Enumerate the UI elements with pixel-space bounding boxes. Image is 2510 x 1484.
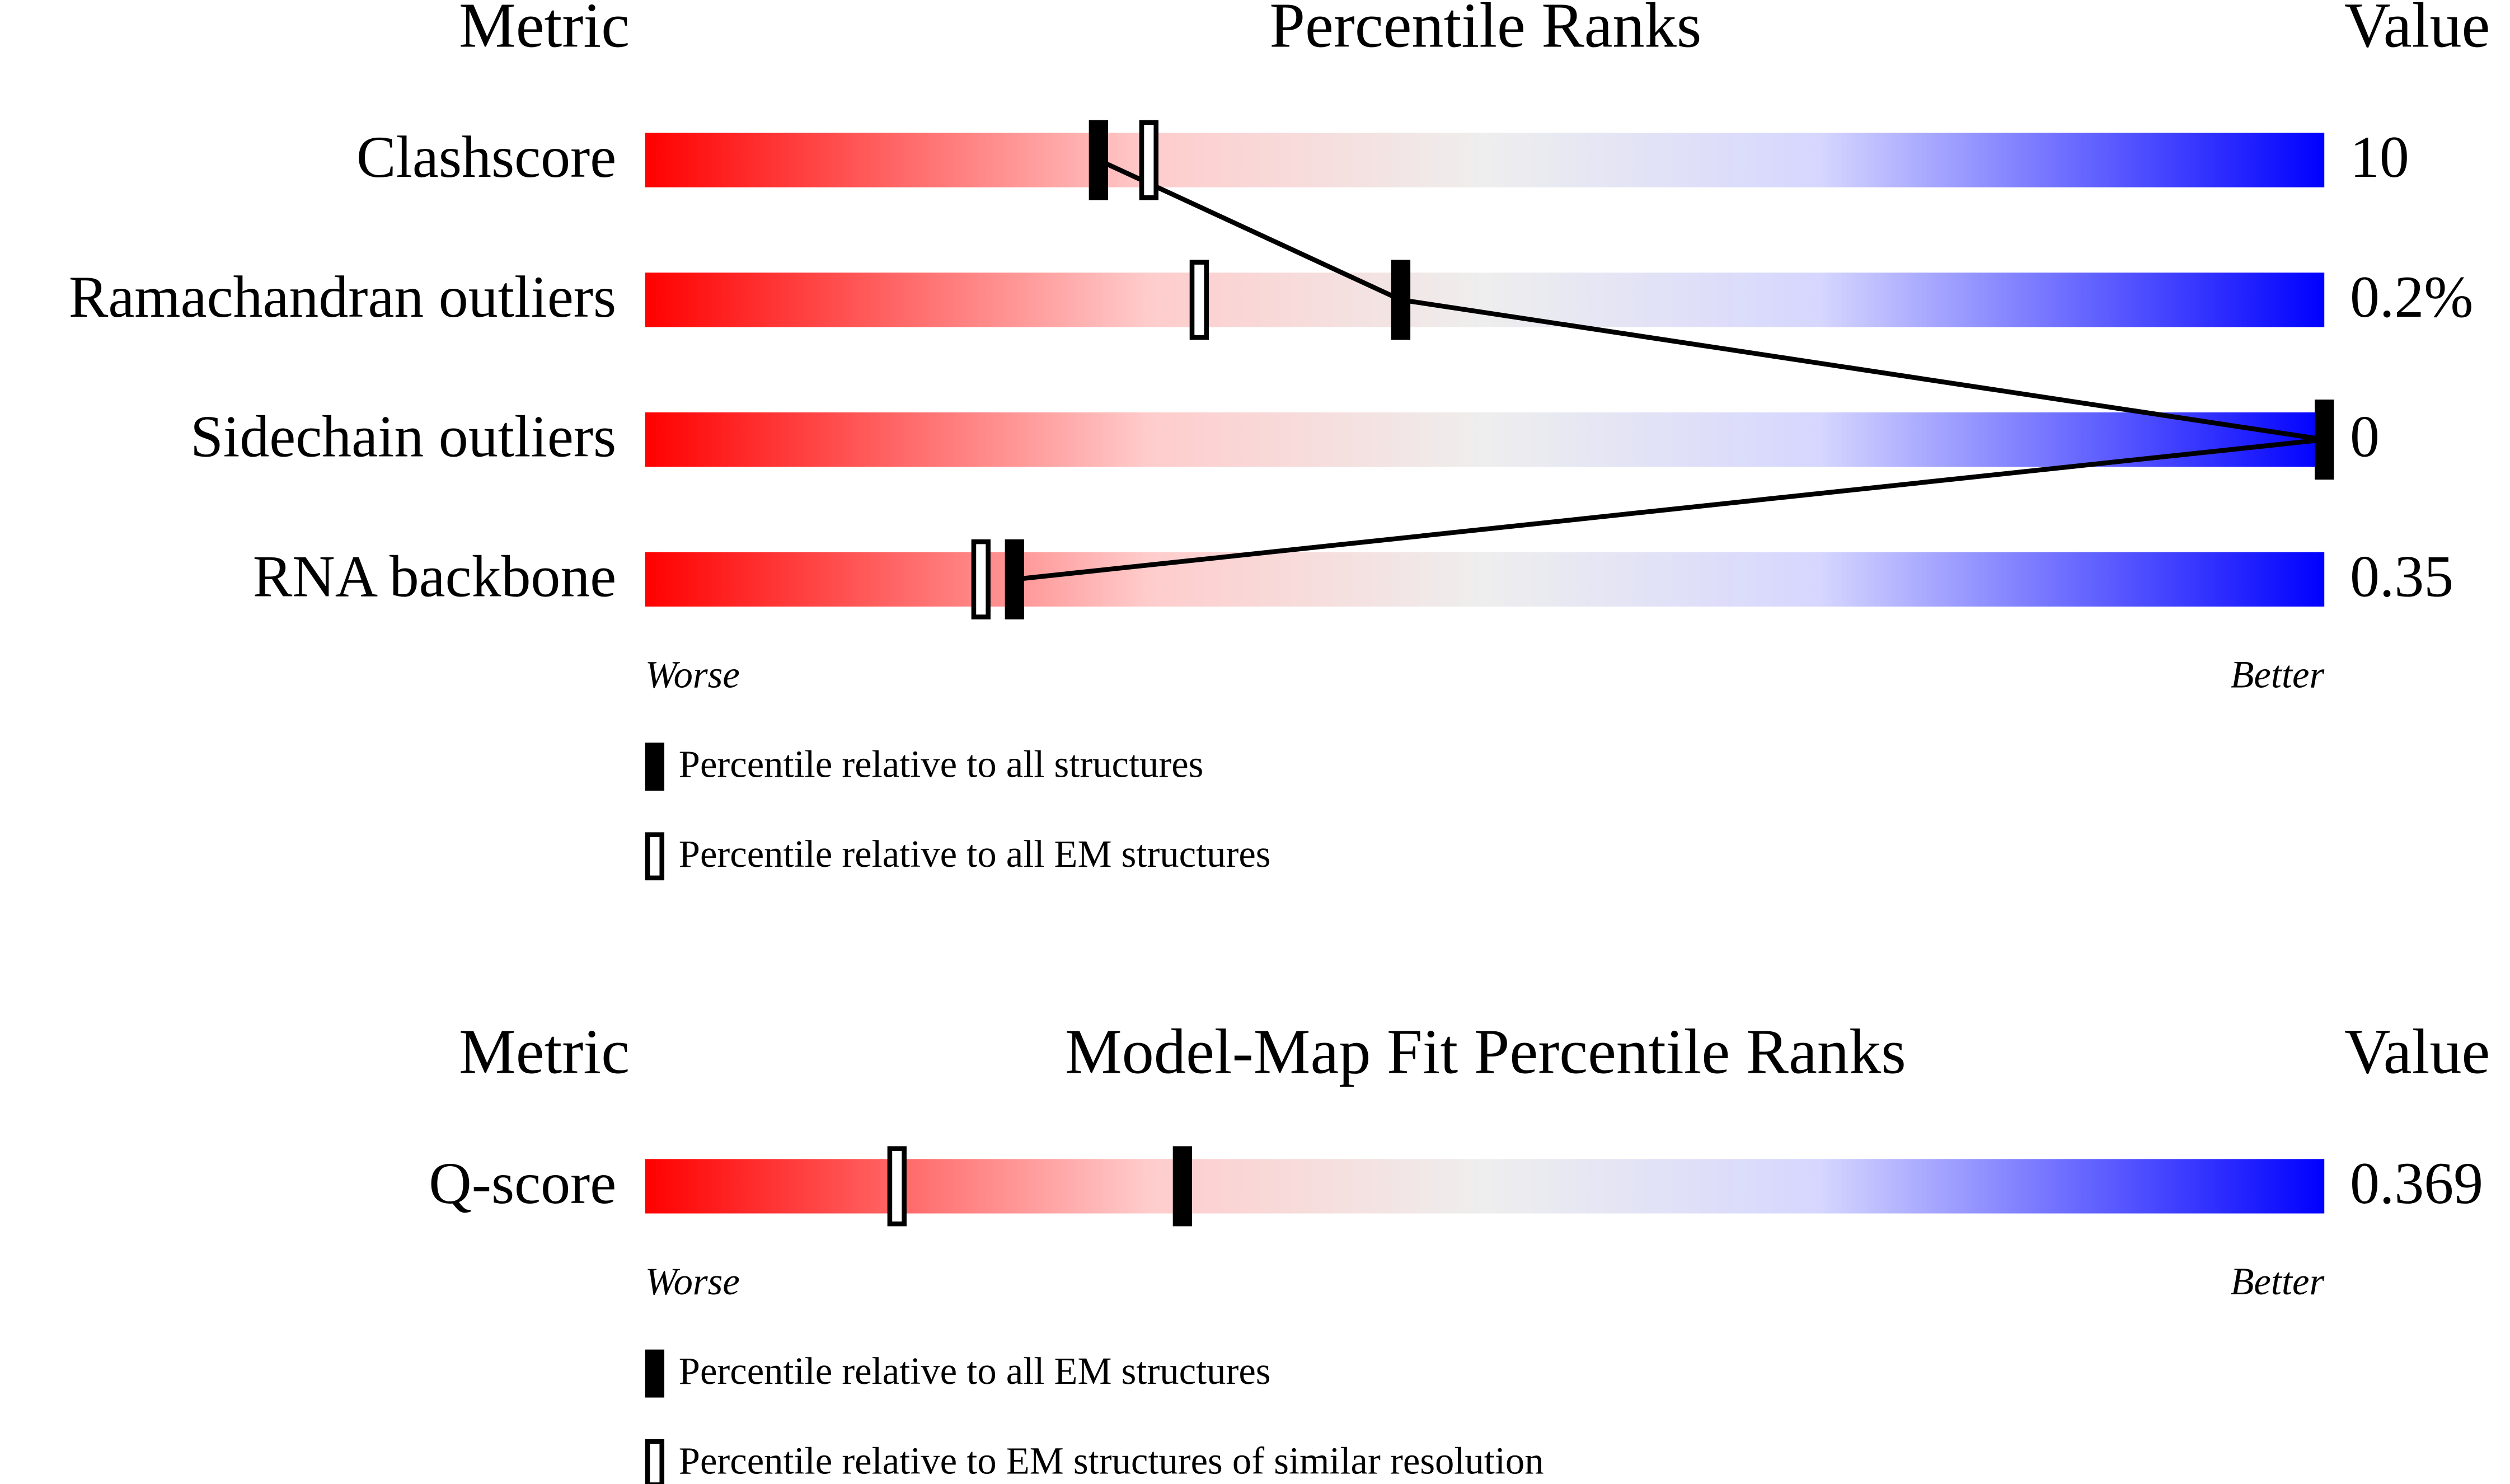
percentile-marker-hollow <box>887 1146 907 1227</box>
legend-marker <box>645 743 665 791</box>
worse-label: Worse <box>645 1260 740 1303</box>
percentile-marker <box>1089 120 1109 200</box>
percentile-bar <box>645 133 2325 187</box>
percentile-marker <box>1005 539 1024 619</box>
better-label: Better <box>2230 1260 2324 1303</box>
better-label: Better <box>2230 653 2324 696</box>
percentile-marker <box>2315 400 2334 480</box>
percentile-marker <box>1391 260 1411 340</box>
chart-title: Model-Map Fit Percentile Ranks <box>1065 1016 1906 1087</box>
metric-header: Metric <box>459 0 630 60</box>
metric-label: RNA backbone <box>253 543 616 609</box>
metric-value: 0.2% <box>2350 264 2473 330</box>
legend-marker-hollow <box>645 832 665 881</box>
legend-label: Percentile relative to all structures <box>679 743 1204 786</box>
metric-value: 10 <box>2350 124 2409 190</box>
metric-value: 0 <box>2350 404 2380 469</box>
legend-label: Percentile relative to all EM structures <box>679 1350 1271 1392</box>
legend-marker <box>645 1349 665 1398</box>
percentile-marker-hollow <box>1189 260 1209 340</box>
legend-marker-hollow <box>645 1439 665 1484</box>
percentile-bar <box>645 273 2325 327</box>
metric-value: 0.35 <box>2350 543 2453 609</box>
metric-label: Clashscore <box>356 124 616 190</box>
percentile-bar <box>645 552 2325 607</box>
connector-line <box>1014 158 2325 582</box>
metric-value: 0.369 <box>2350 1150 2483 1216</box>
value-header: Value <box>2344 0 2490 60</box>
metric-label: Q-score <box>429 1150 616 1216</box>
percentile-bar <box>645 412 2325 467</box>
metric-header: Metric <box>459 1016 630 1087</box>
worse-label: Worse <box>645 653 740 696</box>
percentile-marker-hollow <box>971 539 991 619</box>
percentile-marker-hollow <box>1139 120 1159 200</box>
metric-label: Sidechain outliers <box>190 404 616 469</box>
percentile-marker <box>1172 1146 1193 1227</box>
value-header: Value <box>2344 1016 2490 1087</box>
percentile-bar <box>645 1159 2325 1214</box>
legend-label: Percentile relative to EM structures of … <box>679 1439 1544 1482</box>
chart-title: Percentile Ranks <box>1269 0 1701 60</box>
legend-label: Percentile relative to all EM structures <box>679 833 1271 875</box>
metric-label: Ramachandran outliers <box>69 264 616 330</box>
